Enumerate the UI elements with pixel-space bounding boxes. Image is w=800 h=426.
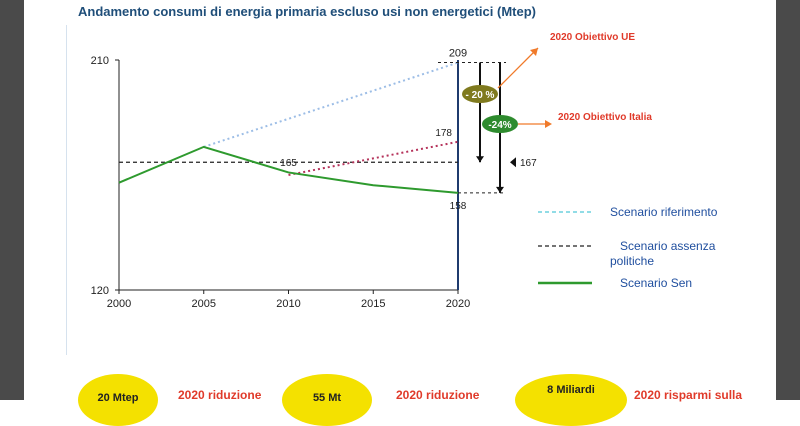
series-line-2 [288, 140, 459, 176]
summary-energy-text: 2020 riduzione [178, 388, 262, 402]
x-tick-label: 2020 [446, 298, 470, 310]
label-158: 158 [450, 201, 467, 212]
label-209: 209 [449, 48, 467, 60]
label-obiettivo-italia: 2020 Obiettivo Italia [558, 112, 652, 123]
summary-emissions-value: 55 Mt [312, 392, 342, 404]
right-frame-border [776, 0, 800, 400]
summary-energy-value: 20 Mtep [97, 392, 139, 404]
badge-minus24-label: -24% [488, 120, 511, 131]
legend: Scenario riferimento Scenario assenzapoli… [538, 205, 718, 290]
legend-label-assenza-2: politiche [610, 254, 654, 268]
legend-label-riferimento: Scenario riferimento [610, 205, 718, 219]
summary-ellipse-savings: 8 Miliardi [515, 374, 627, 426]
chart-title: Andamento consumi di energia primaria es… [78, 4, 536, 19]
summary-savings-text: 2020 risparmi sulla [634, 388, 743, 402]
slide-divider [66, 25, 67, 355]
arrow-to-italia-head [545, 120, 552, 128]
summary-ellipse-emissions: 55 Mt [282, 374, 372, 426]
x-tick-label: 2000 [107, 298, 131, 310]
legend-label-assenza-1: Scenario assenza [620, 239, 716, 253]
y-tick-label: 120 [91, 285, 109, 297]
arrow-ue-head [476, 156, 484, 163]
arrow-italia-head [496, 186, 504, 193]
summary-ellipse-energy: 20 Mtep [78, 374, 158, 426]
summary-emissions-text: 2020 riduzione [396, 388, 480, 402]
series-line-3 [118, 145, 459, 194]
label-178: 178 [435, 128, 452, 139]
label-167: 167 [520, 158, 537, 169]
series-layer [118, 61, 459, 194]
label-obiettivo-ue: 2020 Obiettivo UE [550, 32, 635, 43]
marker-167 [510, 157, 516, 168]
legend-label-sen: Scenario Sen [620, 276, 692, 290]
x-tick-label: 2005 [192, 298, 216, 310]
badge-minus24 [482, 115, 518, 133]
arrow-to-ue-head [530, 48, 538, 56]
x-tick-label: 2010 [276, 298, 300, 310]
label-165: 165 [280, 158, 297, 169]
left-frame-border [0, 0, 24, 400]
annotation-layer: 209 158 178 165 167 - 20 % -24% 2020 Obiettivo … [280, 32, 652, 212]
badge-minus20-label: - 20 % [466, 90, 495, 101]
arrow-to-ue [497, 47, 539, 89]
series-line-0 [203, 61, 459, 148]
y-tick-label: 210 [91, 55, 109, 67]
badge-minus20 [462, 85, 498, 103]
summary-savings-value: 8 Miliardi [547, 384, 595, 396]
x-tick-label: 2015 [361, 298, 385, 310]
